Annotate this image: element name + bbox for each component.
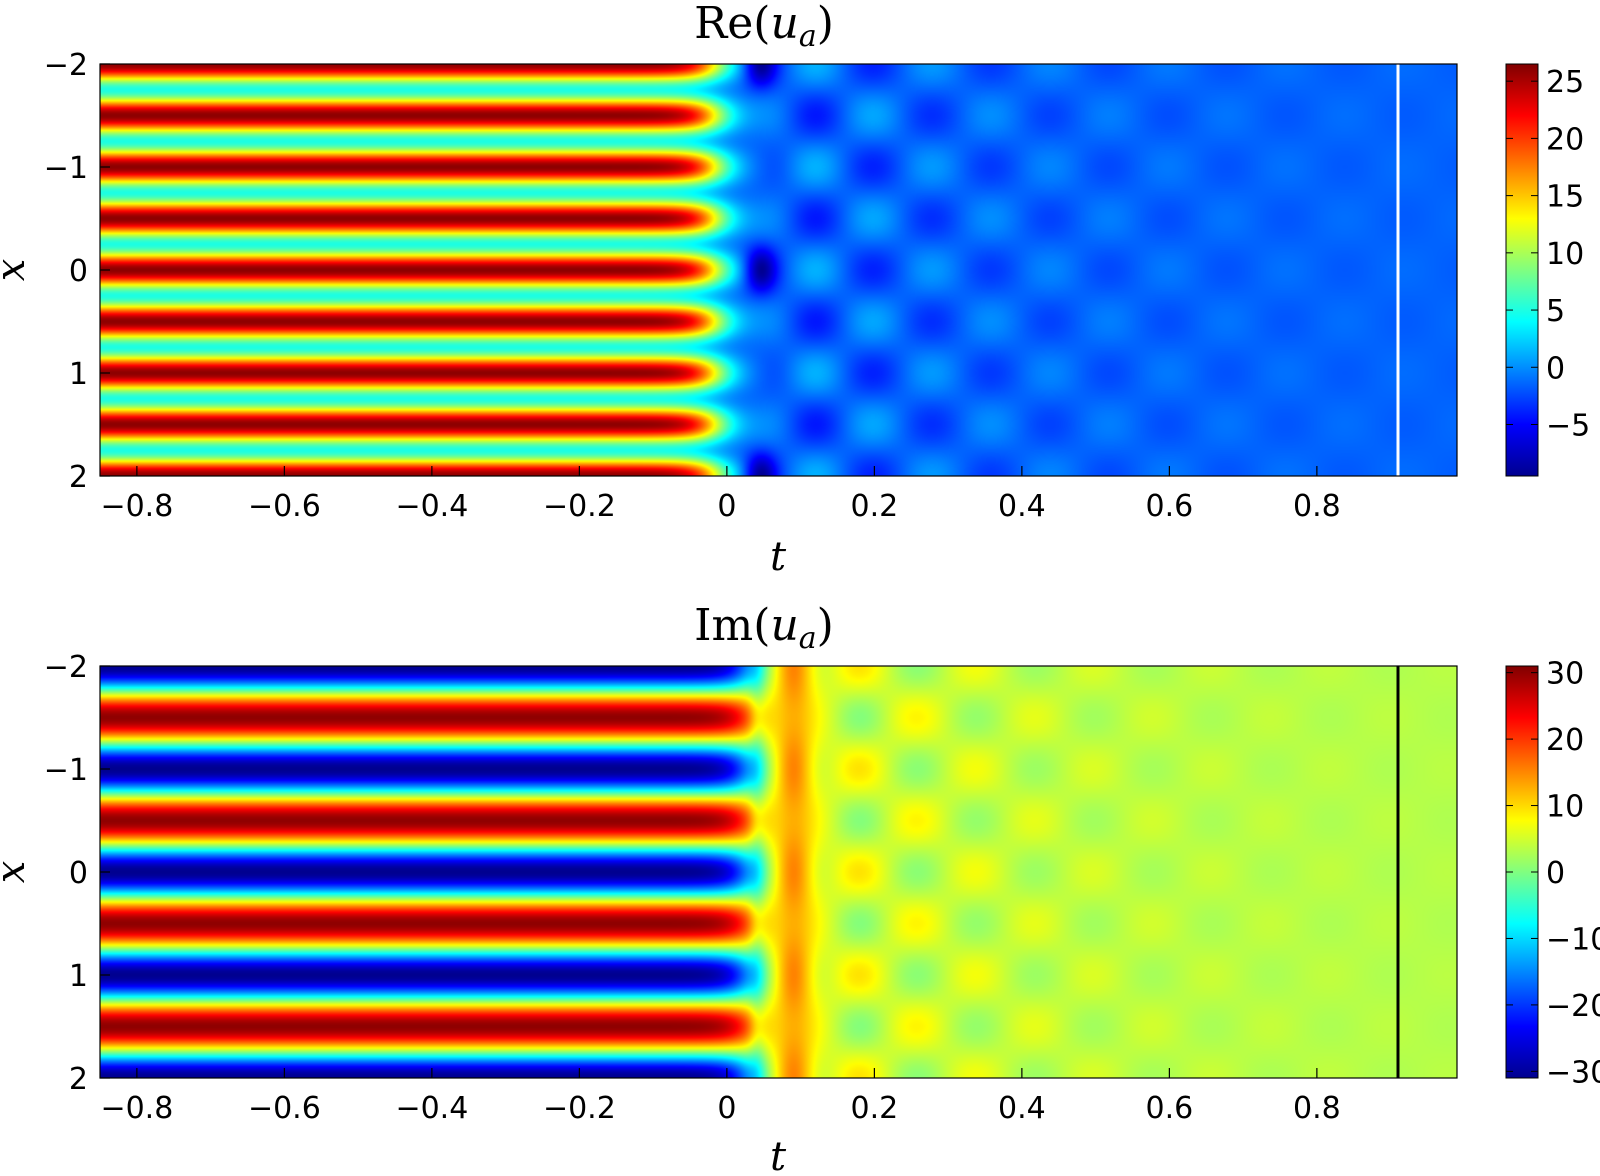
x-axis-label-real: t	[770, 534, 787, 580]
colorbar-tick-label: 30	[1546, 657, 1584, 692]
y-tick-label: 2	[69, 460, 88, 495]
y-tick-label: 2	[69, 1062, 88, 1097]
colorbar-tick-label: −10	[1546, 922, 1600, 957]
x-tick-label: −0.6	[248, 1091, 321, 1126]
colorbar-tick-label: 20	[1546, 122, 1584, 157]
y-axis-label-imag: x	[0, 861, 34, 884]
colorbar-real	[1505, 63, 1539, 477]
y-tick-label: −1	[44, 151, 88, 186]
colorbar-tick-label: 0	[1546, 351, 1565, 386]
x-tick-label: 0.2	[851, 1091, 899, 1126]
x-tick-label: 0.4	[998, 1091, 1046, 1126]
y-tick-label: 1	[69, 357, 88, 392]
y-axis-label-real: x	[0, 259, 34, 282]
x-tick-label: −0.6	[248, 489, 321, 524]
x-tick-label: −0.8	[100, 1091, 173, 1126]
y-tick-label: −2	[44, 650, 88, 685]
x-tick-label: −0.4	[395, 1091, 468, 1126]
x-axis-label-imag: t	[770, 1134, 787, 1176]
colorbar-tick-label: −5	[1546, 409, 1590, 444]
heatmap-imag	[100, 666, 1457, 1078]
x-tick-label: 0.8	[1293, 1091, 1341, 1126]
heatmap-real	[100, 64, 1457, 476]
x-tick-label: −0.4	[395, 489, 468, 524]
y-tick-label: 1	[69, 959, 88, 994]
colorbar-tick-label: 0	[1546, 856, 1565, 891]
colorbar-tick-label: 10	[1546, 790, 1584, 825]
panel-imag: Im(ua) −0.8 −0.6 −0.4 −0.2 0 0.2 0.4 0.6 0.8 −2−…	[0, 600, 1600, 1176]
x-tick-label: 0	[717, 1091, 736, 1126]
colorbar-tick-label: 20	[1546, 723, 1584, 758]
x-tick-label: 0.8	[1293, 489, 1341, 524]
y-tick-label: −2	[44, 48, 88, 83]
colorbar-tick-label: 10	[1546, 237, 1584, 272]
y-axis-ticks-real: −2 −1 0 1 2	[44, 48, 110, 495]
colorbar-ticks-imag: −30 −20 −10 0 10 20 30	[1506, 657, 1600, 1090]
colorbar-ticks-real: −5 0 5 10 15 20 25	[1506, 65, 1590, 444]
x-tick-label: −0.8	[100, 489, 173, 524]
x-tick-label: 0.4	[998, 489, 1046, 524]
x-axis-ticks-imag: −0.8 −0.6 −0.4 −0.2 0 0.2 0.4 0.6 0.8	[100, 1068, 1341, 1126]
colorbar-tick-label: 5	[1546, 294, 1565, 329]
x-tick-label: −0.2	[543, 1091, 616, 1126]
colorbar-tick-label: −20	[1546, 989, 1600, 1024]
x-tick-label: 0	[717, 489, 736, 524]
colorbar-tick-label: 25	[1546, 65, 1584, 100]
chart-title-imag: Im(ua)	[694, 600, 834, 656]
y-tick-label: −1	[44, 753, 88, 788]
x-axis-ticks-real: −0.8 −0.6 −0.4 −0.2 0 0.2 0.4 0.6 0.8	[100, 466, 1341, 524]
x-tick-label: −0.2	[543, 489, 616, 524]
y-axis-ticks-imag: −2 −1 0 1 2	[44, 650, 110, 1097]
x-tick-label: 0.6	[1146, 1091, 1194, 1126]
panel-real: Re(ua) −0.8 −0.6 −0.4 −0.2 0 0.2 0.4 0.6 0.8 −2−…	[0, 0, 1590, 580]
colorbar-tick-label: −30	[1546, 1055, 1600, 1090]
x-tick-label: 0.6	[1146, 489, 1194, 524]
x-tick-label: 0.2	[851, 489, 899, 524]
y-tick-label: 0	[69, 856, 88, 891]
y-tick-label: 0	[69, 254, 88, 289]
chart-title-real: Re(ua)	[694, 0, 834, 54]
colorbar-tick-label: 15	[1546, 180, 1584, 215]
